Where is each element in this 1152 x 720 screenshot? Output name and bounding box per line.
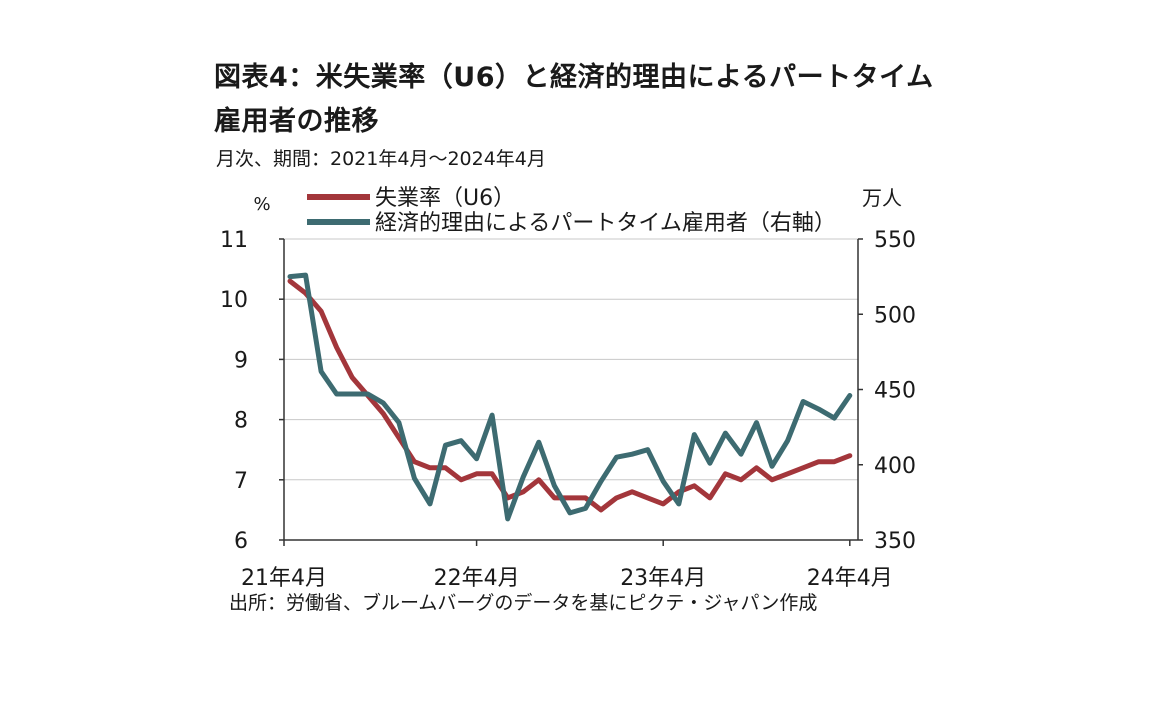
x-axis-tick-label: 21年4月 [241,566,327,591]
legend-label-parttime: 経済的理由によるパートタイム雇用者（右軸） [375,211,836,236]
x-axis-tick-label: 24年4月 [807,566,893,591]
right-axis-tick-label: 350 [874,529,916,554]
right-axis-tick-label: 500 [874,303,916,328]
x-axis-tick-label: 22年4月 [434,566,520,591]
left-axis-unit: % [253,194,270,215]
series-line-parttime [287,272,853,522]
source-note: 出所：労働省、ブルームバーグのデータを基にピクテ・ジャパン作成 [229,592,818,614]
x-axis-tick-label: 23年4月 [620,566,706,591]
grid-layer [284,238,858,481]
left-axis-tick-label: 9 [234,348,248,373]
right-axis-tick-label: 400 [874,454,916,479]
series-layer [287,272,853,522]
chart-title: 図表4：米失業率（U6）と経済的理由によるパートタイム雇用者の推移 [214,62,934,137]
series-line-unemployment [287,278,853,513]
axis-layer: 6 7 8 9 10 11 350 400 450 500 550 21年4月 22年4月 23年4月 24… [220,228,916,591]
left-axis-tick-label: 8 [234,409,248,434]
left-axis-tick-label: 11 [220,228,248,253]
left-axis-tick-label: 10 [220,288,248,313]
legend-label-unemployment: 失業率（U6） [375,186,515,211]
right-axis-tick-label: 450 [874,379,916,404]
left-axis-tick-label: 7 [234,469,248,494]
right-axis-unit: 万人 [862,186,902,210]
right-axis-tick-label: 550 [874,228,916,253]
chart-subtitle: 月次、期間：2021年4月～2024年4月 [216,148,546,170]
legend: 失業率（U6） 経済的理由によるパートタイム雇用者（右軸） [307,186,836,236]
left-axis-tick-label: 6 [234,529,248,554]
